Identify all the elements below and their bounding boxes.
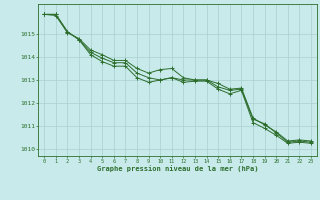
- X-axis label: Graphe pression niveau de la mer (hPa): Graphe pression niveau de la mer (hPa): [97, 165, 258, 172]
